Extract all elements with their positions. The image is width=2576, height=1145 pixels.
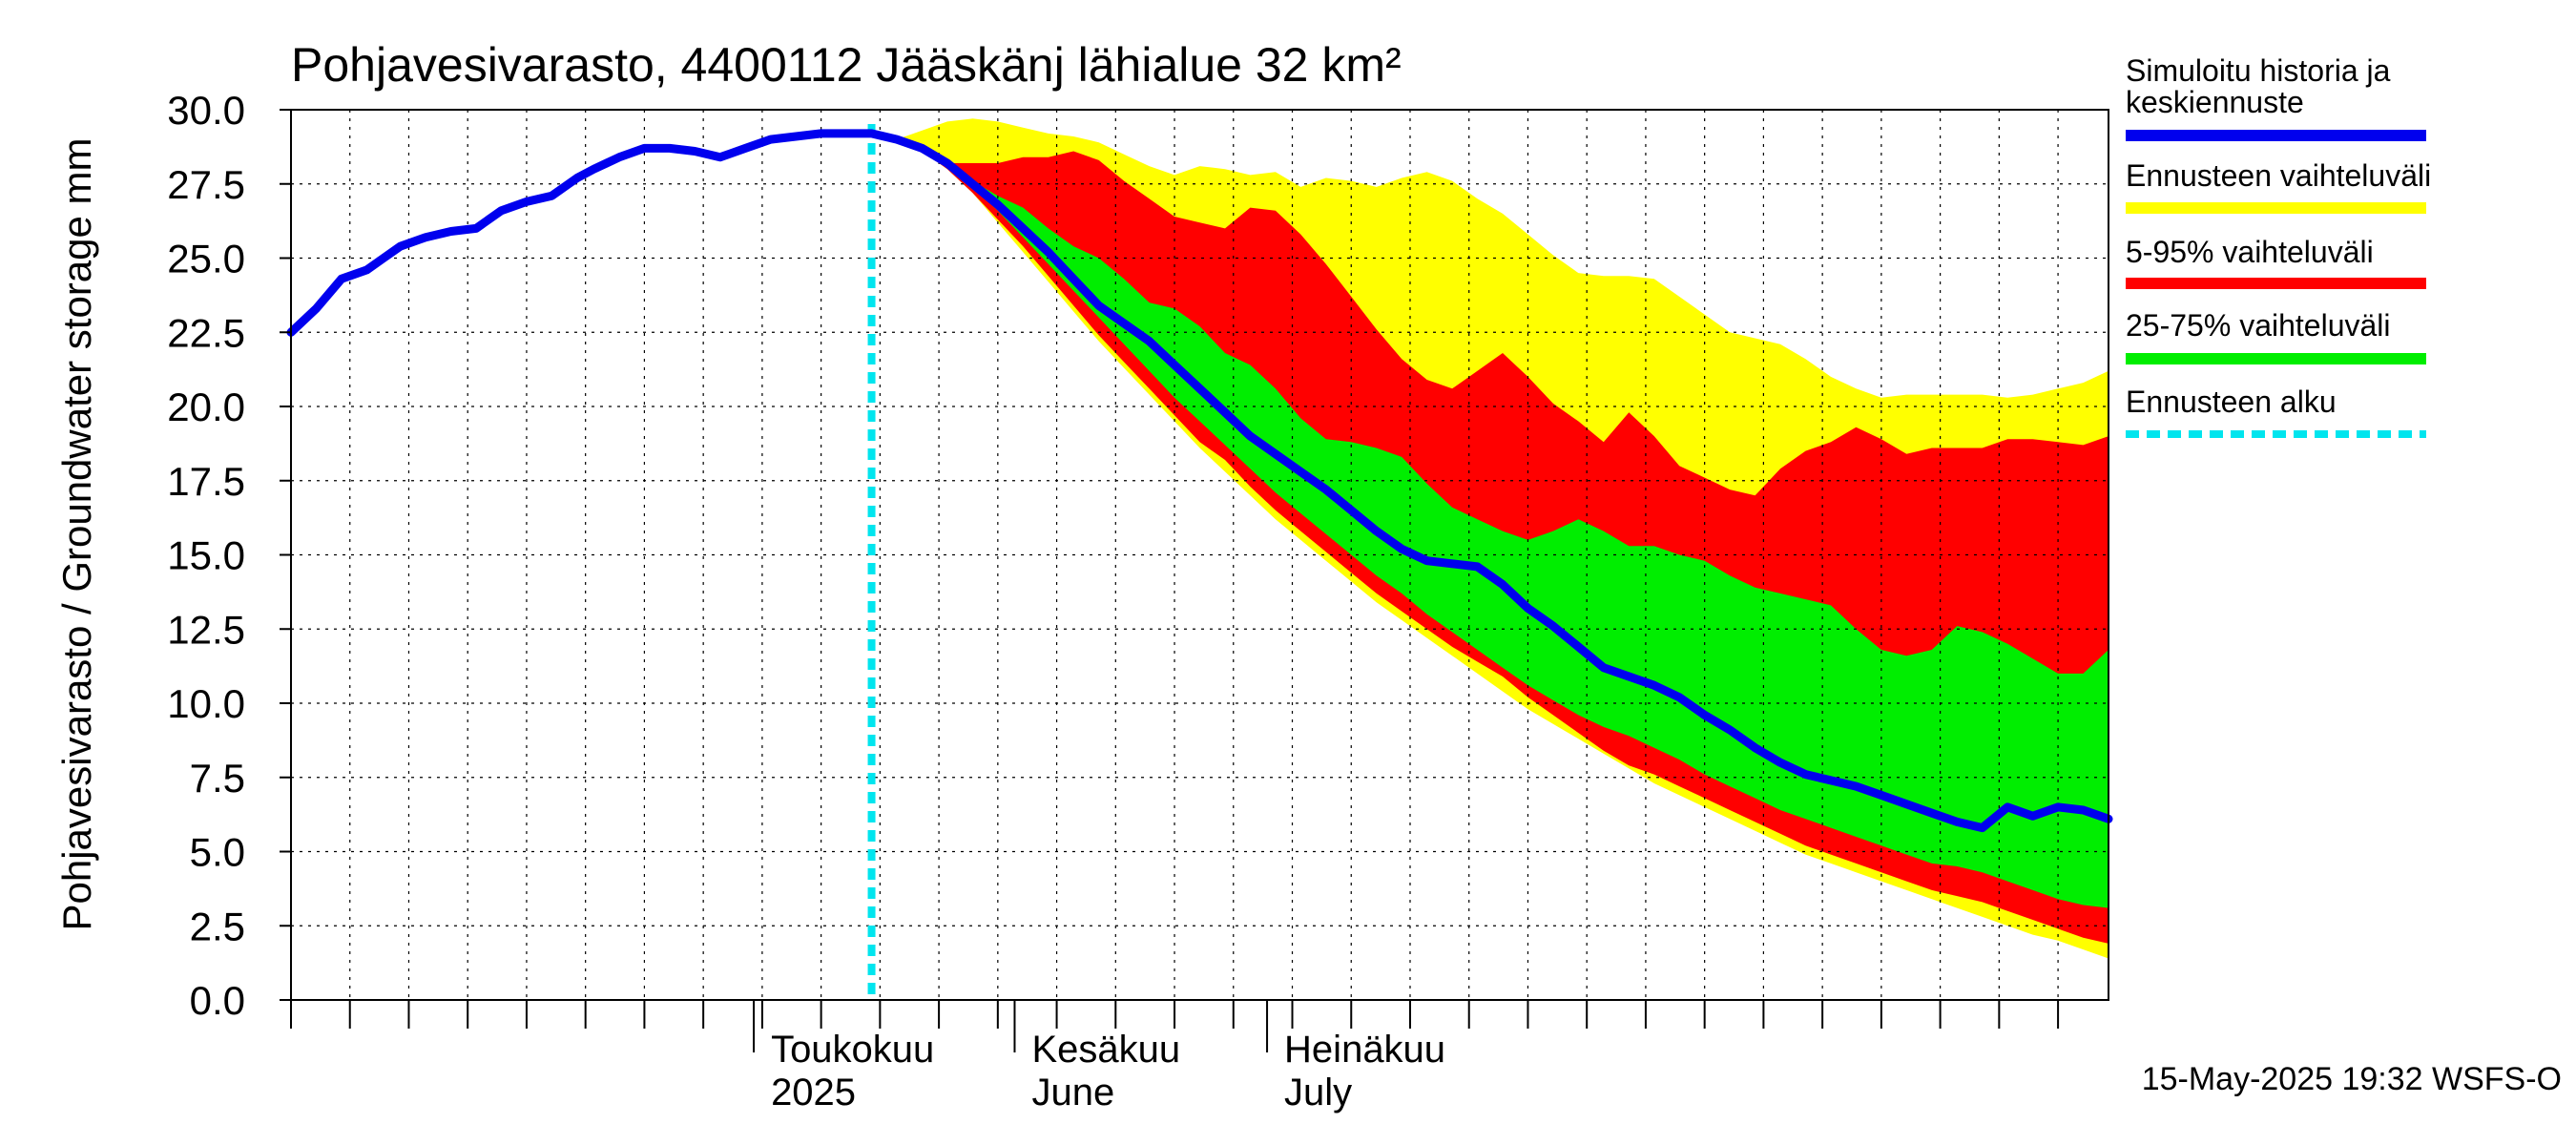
y-axis: 0.0 2.5 5.0 7.5 10.0 12.5 15.0 17.5 20.0 22.5 25.0… (167, 88, 291, 1023)
x-month-label: Heinäkuu (1284, 1029, 1445, 1071)
legend-label: 5-95% vaihteluväli (2126, 235, 2374, 269)
series-lines (286, 124, 2113, 1000)
x-month-label: Kesäkuu (1031, 1029, 1180, 1071)
legend-label: Simuloitu historia ja (2126, 53, 2391, 88)
x-month-sublabel: July (1284, 1072, 1352, 1114)
y-tick-label: 7.5 (190, 756, 245, 801)
legend-label: Ennusteen vaihteluväli (2126, 158, 2431, 193)
band-2 (871, 133, 2109, 908)
y-tick-label: 27.5 (167, 162, 245, 207)
x-month-sublabel: June (1031, 1072, 1114, 1114)
legend-label: Ennusteen alku (2126, 385, 2337, 419)
grid-lines (291, 110, 2109, 1000)
y-tick-label: 0.0 (190, 978, 245, 1023)
x-month-sublabel: 2025 (771, 1072, 856, 1114)
y-tick-label: 10.0 (167, 681, 245, 726)
forecast-bands (871, 118, 2109, 959)
y-tick-label: 17.5 (167, 459, 245, 504)
y-tick-label: 25.0 (167, 237, 245, 281)
y-tick-label: 30.0 (167, 88, 245, 133)
chart-title: Pohjavesivarasto, 4400112 Jääskänj lähia… (291, 38, 1402, 92)
y-tick-label: 22.5 (167, 310, 245, 355)
legend-label: 25-75% vaihteluväli (2126, 308, 2391, 343)
y-tick-label: 20.0 (167, 385, 245, 429)
x-month-label: Toukokuu (771, 1029, 934, 1071)
median-line (286, 129, 2113, 833)
y-tick-label: 12.5 (167, 607, 245, 652)
y-tick-label: 15.0 (167, 533, 245, 578)
y-axis-label: Pohjavesivarasto / Groundwater storage m… (54, 137, 99, 930)
y-tick-label: 2.5 (190, 904, 245, 948)
footer-timestamp: 15-May-2025 19:32 WSFS-O (2142, 1061, 2562, 1097)
legend-label: keskiennuste (2126, 85, 2304, 119)
y-tick-label: 5.0 (190, 830, 245, 875)
